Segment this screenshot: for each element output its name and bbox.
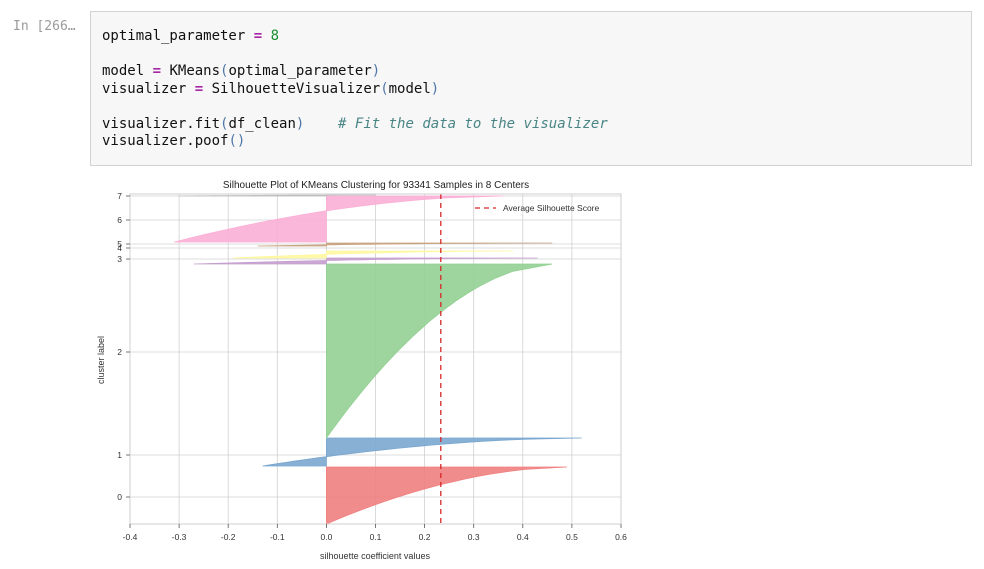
code-token: =: [253, 28, 263, 44]
code-token: (: [380, 80, 389, 97]
code-token: SilhouetteVisualizer: [211, 80, 381, 97]
code-token: KMeans: [169, 63, 221, 79]
code-token: df_clean: [228, 115, 296, 132]
code-token: optimal_parameter: [102, 28, 246, 44]
cluster-0-silhouette: [326, 466, 568, 525]
x-tick-label: 0.2: [419, 532, 431, 542]
legend-label: Average Silhouette Score: [503, 203, 600, 213]
x-tick-label: 0.5: [566, 532, 578, 542]
y-tick-label: 4: [117, 243, 122, 253]
code-token: visualizer: [102, 80, 187, 97]
x-tick-label: -0.3: [172, 532, 187, 542]
code-token: visualizer.poof: [102, 133, 229, 149]
code-editor[interactable]: optimal_parameter = 8 model = KMeans(opt…: [102, 28, 608, 151]
x-tick-label: 0.3: [468, 532, 480, 542]
cluster-6-silhouette: [174, 195, 504, 243]
y-tick-label: 0: [117, 492, 122, 502]
silhouette-plot: Silhouette Plot of KMeans Clustering for…: [96, 180, 627, 561]
cluster-3-silhouette: [193, 257, 538, 265]
y-tick-label: 1: [117, 450, 122, 460]
x-tick-label: -0.1: [270, 532, 285, 542]
x-tick-label: 0.0: [320, 532, 332, 542]
chart-title: Silhouette Plot of KMeans Clustering for…: [223, 180, 529, 191]
code-token: model: [388, 80, 431, 97]
y-tick-label: 3: [117, 254, 122, 264]
code-token: (): [228, 133, 246, 149]
code-token: visualizer.fit: [102, 115, 221, 132]
code-token: ): [430, 80, 440, 97]
code-token: optimal_parameter: [228, 63, 372, 79]
x-tick-label: -0.2: [221, 532, 236, 542]
x-tick-label: -0.4: [123, 532, 138, 542]
code-token: model: [102, 63, 145, 79]
x-tick-label: 0.4: [517, 532, 529, 542]
y-tick-label: 6: [117, 215, 122, 225]
cluster-5-silhouette: [257, 242, 553, 247]
code-token: ): [295, 115, 305, 132]
y-axis-label: cluster label: [96, 336, 106, 384]
y-tick-label: 5: [117, 239, 122, 249]
y-tick-label: 7: [117, 191, 122, 201]
code-token: ): [371, 63, 381, 79]
y-tick-label: 2: [117, 347, 122, 357]
x-axis-label: silhouette coefficient values: [320, 551, 430, 561]
code-token: (: [220, 115, 229, 132]
cell-prompt: In [266…: [13, 19, 76, 34]
cluster-1-silhouette: [262, 437, 582, 467]
code-token: =: [152, 63, 162, 79]
cluster-2-silhouette: [326, 263, 553, 440]
x-tick-label: 0.6: [615, 532, 627, 542]
code-token: =: [194, 80, 204, 97]
code-comment: # Fit the data to the visualizer: [338, 115, 608, 132]
cluster-4-silhouette: [233, 250, 514, 259]
code-token: (: [220, 63, 229, 79]
code-token: 8: [270, 28, 280, 44]
x-tick-label: 0.1: [370, 532, 382, 542]
legend: Average Silhouette Score: [475, 203, 600, 213]
cluster-7-silhouette: [179, 194, 376, 197]
code-cell[interactable]: optimal_parameter = 8 model = KMeans(opt…: [90, 11, 972, 166]
